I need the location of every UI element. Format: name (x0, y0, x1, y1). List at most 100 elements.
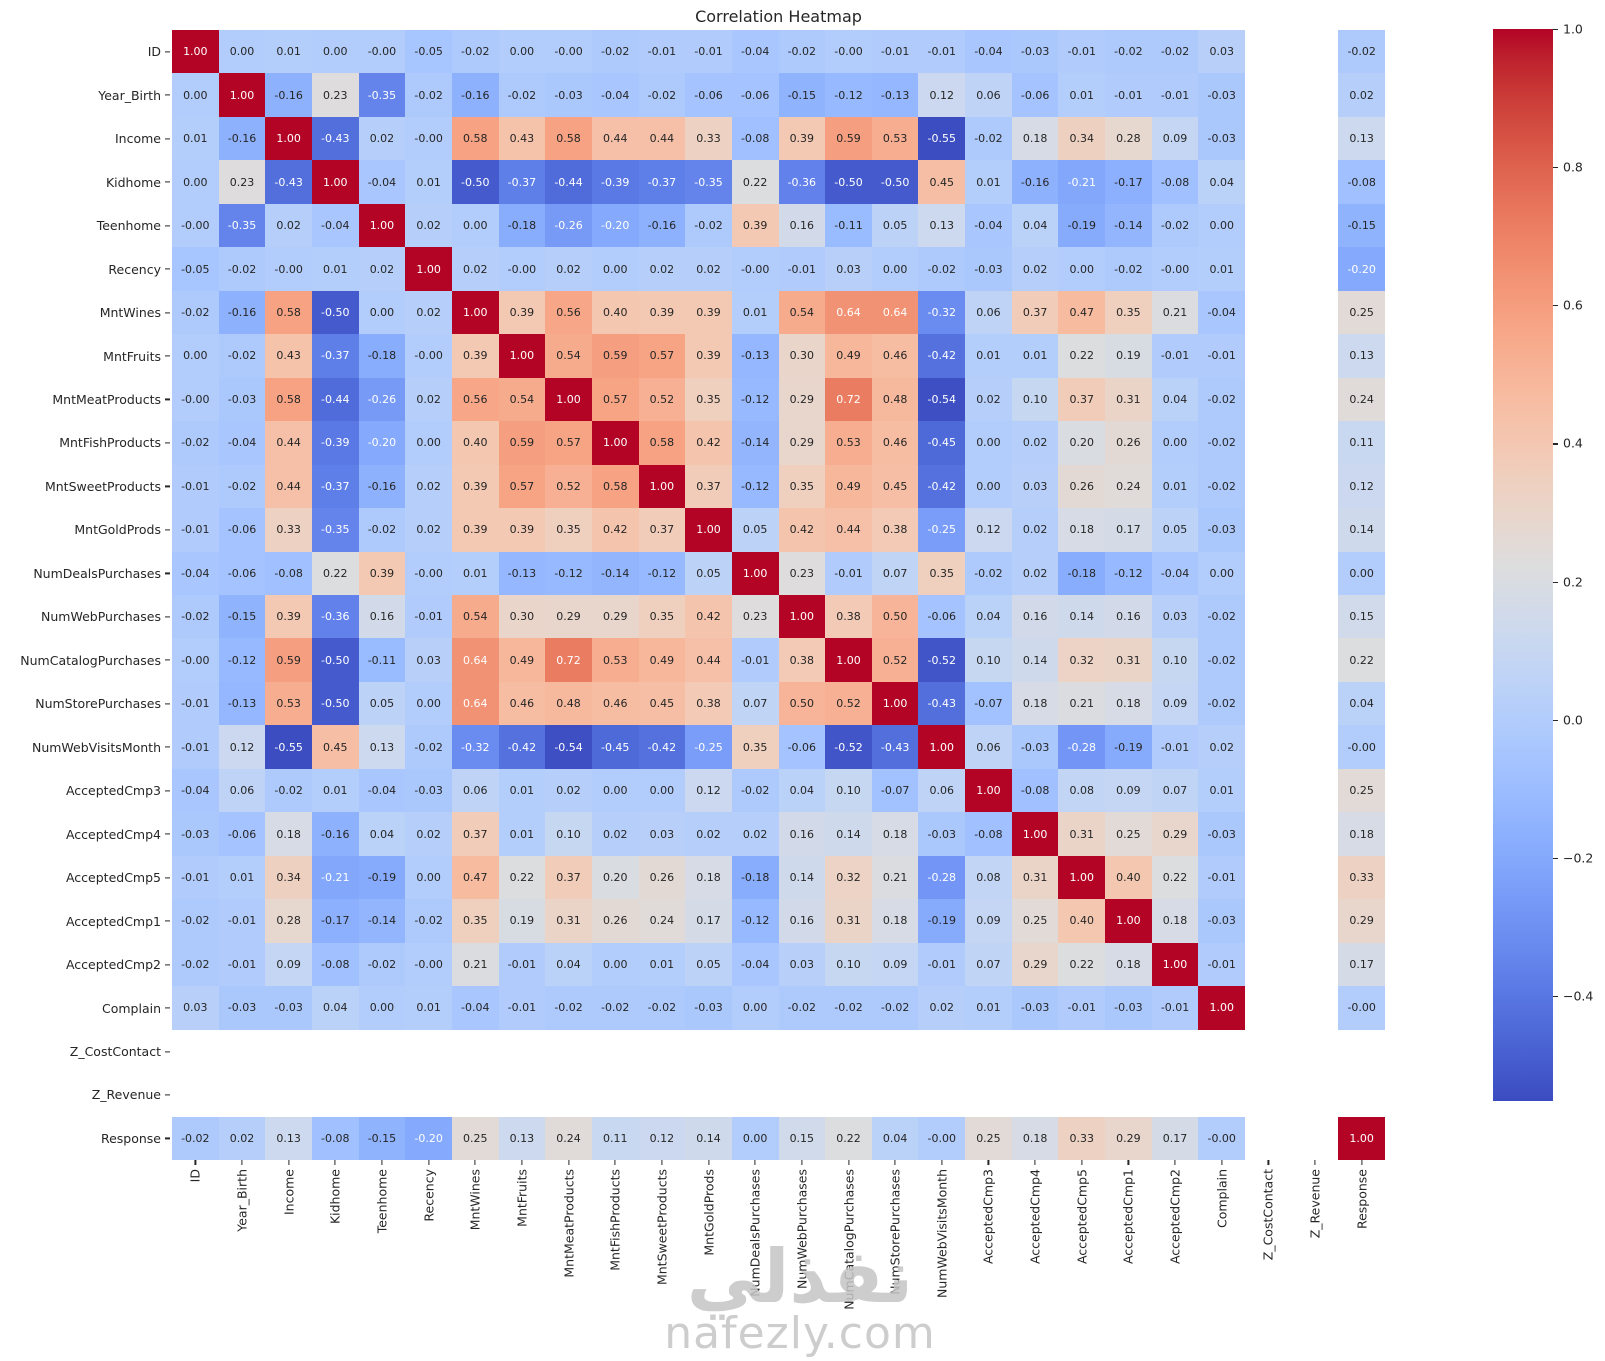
heatmap-cell: 0.56 (545, 290, 592, 335)
heatmap-cell: -0.32 (918, 290, 966, 335)
heatmap-cell: 0.15 (1338, 595, 1385, 639)
heatmap-cell: 0.46 (591, 681, 639, 726)
colorbar-tick-label: 1.0 (1563, 21, 1583, 37)
x-tick-label: MntSweetProducts (639, 1160, 686, 1361)
heatmap-cell: 0.64 (825, 290, 872, 335)
colorbar-tick-label: −0.4 (1563, 988, 1594, 1004)
heatmap-cell: -0.44 (311, 377, 359, 422)
heatmap-cell: 0.31 (1011, 855, 1059, 900)
heatmap-cell: 1.00 (451, 290, 499, 335)
y-tick-mark (165, 1137, 170, 1140)
heatmap-cell: -0.20 (405, 1116, 452, 1160)
heatmap-cell: 0.16 (1105, 595, 1152, 639)
y-tick-label: Income (0, 117, 170, 160)
heatmap-cell: 0.57 (638, 334, 686, 378)
heatmap-cell: -0.03 (1105, 986, 1152, 1030)
heatmap-cell: 0.03 (638, 812, 686, 856)
heatmap-cell: 0.01 (451, 551, 499, 595)
heatmap-cell: 0.02 (405, 812, 452, 856)
heatmap-cell (1291, 768, 1339, 813)
heatmap-cell (1338, 1029, 1385, 1074)
heatmap-cell: 0.04 (358, 812, 406, 856)
heatmap-cell (918, 1073, 966, 1117)
heatmap-cell: 0.44 (638, 116, 686, 161)
heatmap-cell: 0.39 (638, 290, 686, 335)
heatmap-cell: -0.17 (311, 899, 359, 943)
heatmap-cell (1291, 899, 1339, 943)
x-tick-label: Response (1338, 1160, 1385, 1361)
heatmap-cell: -0.06 (218, 812, 266, 856)
heatmap-cell: 0.10 (825, 768, 872, 813)
x-tick-mark (894, 1160, 896, 1165)
heatmap-cell: 0.39 (451, 508, 499, 552)
heatmap-cell: 0.02 (405, 377, 452, 422)
heatmap-cell: 0.28 (1105, 116, 1152, 161)
heatmap-cell: -0.01 (1198, 855, 1246, 900)
heatmap-cell: 0.03 (1011, 464, 1059, 509)
heatmap-cell: 0.13 (918, 203, 966, 248)
heatmap-cell: 0.05 (685, 942, 732, 987)
heatmap-cell (1198, 1029, 1246, 1074)
heatmap-cell: -0.15 (218, 595, 266, 639)
heatmap-cell: -0.06 (778, 725, 826, 769)
heatmap-cell: 0.22 (1338, 638, 1385, 682)
heatmap-cell: -0.01 (778, 247, 826, 291)
heatmap-cell: 0.20 (1058, 421, 1106, 465)
heatmap-cell: -0.19 (1105, 725, 1152, 769)
heatmap-cell: 0.50 (778, 681, 826, 726)
heatmap-cell: 1.00 (358, 203, 406, 248)
heatmap-cell: 0.08 (1058, 768, 1106, 813)
heatmap-cell: 0.04 (965, 595, 1012, 639)
heatmap-cell: 0.35 (778, 464, 826, 509)
heatmap-cell (1011, 1029, 1059, 1074)
heatmap-cell: 0.06 (918, 768, 966, 813)
heatmap-cell: 0.26 (1105, 421, 1152, 465)
heatmap-cell: 0.24 (1105, 464, 1152, 509)
heatmap-cell: 0.37 (685, 464, 732, 509)
heatmap-cell: 1.00 (1058, 855, 1106, 900)
heatmap-cell: -0.02 (591, 986, 639, 1030)
colorbar-tick-label: 0.4 (1563, 435, 1583, 451)
x-tick-mark (288, 1160, 290, 1165)
heatmap-cell: 0.59 (825, 116, 872, 161)
heatmap-cell: -0.02 (918, 247, 966, 291)
heatmap-cell: -0.13 (218, 681, 266, 726)
heatmap-cell: -0.02 (638, 986, 686, 1030)
heatmap-cell: 0.25 (1105, 812, 1152, 856)
heatmap-cell: 0.02 (1011, 551, 1059, 595)
x-tick-mark (567, 1160, 570, 1165)
heatmap-cell: 0.25 (965, 1116, 1012, 1160)
heatmap-cell: 0.00 (451, 203, 499, 248)
heatmap-cell (918, 1029, 966, 1074)
heatmap-cell (638, 1029, 686, 1074)
heatmap-cell: 0.39 (451, 334, 499, 378)
y-tick-mark (165, 225, 170, 227)
y-tick-label: NumCatalogPurchases (0, 639, 170, 682)
heatmap-cell: -0.45 (591, 725, 639, 769)
heatmap-cell: 0.00 (405, 421, 452, 465)
heatmap-cell: 0.00 (1338, 551, 1385, 595)
y-tick-mark (165, 442, 170, 444)
heatmap-cell: 0.59 (498, 421, 546, 465)
x-tick-mark (707, 1160, 710, 1165)
x-tick-label: Recency (405, 1160, 452, 1361)
heatmap-cell: 0.59 (591, 334, 639, 378)
heatmap-cell: 0.53 (265, 681, 312, 726)
heatmap-cell (1245, 1029, 1292, 1074)
heatmap-cell: 0.31 (545, 899, 592, 943)
heatmap-cell: 0.29 (1011, 942, 1059, 987)
heatmap-cell: 0.58 (265, 377, 312, 422)
heatmap-cell: -0.02 (405, 73, 452, 117)
colorbar-tick-mark (1553, 167, 1558, 169)
heatmap-cell: 0.02 (545, 768, 592, 813)
heatmap-cell: -0.08 (1338, 160, 1385, 204)
heatmap-cell: 0.23 (778, 551, 826, 595)
heatmap-cell: -0.50 (311, 638, 359, 682)
heatmap-cell: 0.00 (311, 30, 359, 74)
heatmap-cell: 0.24 (545, 1116, 592, 1160)
heatmap-cell: 0.06 (965, 725, 1012, 769)
heatmap-cell: 0.01 (405, 986, 452, 1030)
x-axis-labels: ID Year_Birth Income Kidhome Teenhome Recency… (172, 1160, 1385, 1361)
heatmap-cell: 0.57 (498, 464, 546, 509)
